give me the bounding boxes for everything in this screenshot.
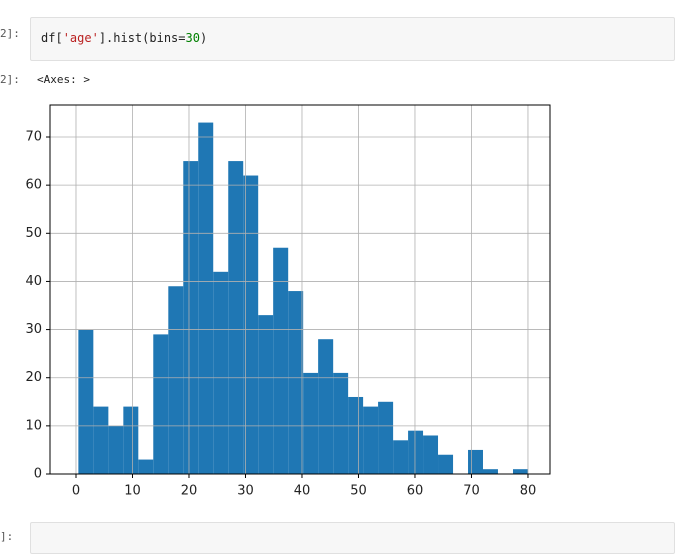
- input-prompt: ]:: [0, 530, 14, 543]
- bar: [273, 247, 289, 474]
- code-token: 30: [185, 31, 200, 45]
- y-tick-label: 30: [25, 322, 42, 337]
- code-token: df[: [41, 31, 63, 45]
- bar: [468, 449, 483, 474]
- bar: [258, 315, 274, 474]
- bar: [393, 440, 409, 474]
- x-tick-label: 0: [72, 484, 80, 499]
- code-cell[interactable]: [30, 522, 675, 554]
- bar: [512, 469, 528, 474]
- bar: [318, 339, 334, 474]
- bar: [378, 401, 394, 474]
- bar: [288, 291, 304, 474]
- bar: [333, 372, 349, 474]
- bar: [438, 454, 454, 474]
- x-tick-label: 60: [407, 484, 424, 499]
- bar: [423, 435, 439, 474]
- bar: [153, 334, 169, 474]
- code-token: 'age': [62, 31, 99, 45]
- bar: [482, 469, 498, 474]
- bar: [78, 329, 94, 474]
- x-tick-label: 20: [181, 484, 198, 499]
- x-tick-label: 70: [463, 484, 480, 499]
- chart: 0 10 20 30 40 50 60 70 0 10 20 30 40 50 60 70 80: [25, 104, 551, 499]
- input-prompt: 2]:: [0, 27, 20, 40]
- code-cell[interactable]: df['age'].hist(bins=30): [30, 17, 675, 61]
- bar: [123, 406, 139, 474]
- x-tick-label: 30: [237, 484, 254, 499]
- y-tick-label: 0: [34, 467, 42, 482]
- bar: [108, 425, 124, 474]
- bar: [198, 122, 214, 475]
- y-tick-label: 60: [25, 178, 42, 193]
- bar: [348, 396, 364, 474]
- code-token: ].hist(bins=: [98, 31, 186, 45]
- bar: [303, 372, 319, 474]
- bar: [228, 161, 244, 474]
- bar: [408, 430, 424, 474]
- y-tick-label: 10: [25, 418, 42, 433]
- bar: [213, 271, 229, 474]
- x-tick-label: 50: [350, 484, 367, 499]
- bar: [93, 406, 109, 474]
- code: df['age'].hist(bins=30): [41, 31, 207, 45]
- axes-frame: [49, 104, 551, 475]
- y-tick-label: 70: [25, 130, 42, 145]
- bar: [138, 459, 154, 474]
- output-prompt: 2]:: [0, 73, 20, 86]
- bar: [183, 161, 199, 474]
- x-tick-label: 40: [294, 484, 311, 499]
- output-text: <Axes: >: [37, 73, 90, 86]
- y-tick-label: 50: [25, 226, 42, 241]
- bar: [168, 286, 184, 474]
- bar: [243, 175, 259, 474]
- code-token: ): [199, 31, 208, 45]
- y-tick-label: 20: [25, 370, 42, 385]
- x-tick-label: 10: [124, 484, 141, 499]
- bar: [363, 406, 379, 474]
- y-tick-label: 40: [25, 274, 42, 289]
- x-tick-label: 80: [520, 484, 537, 499]
